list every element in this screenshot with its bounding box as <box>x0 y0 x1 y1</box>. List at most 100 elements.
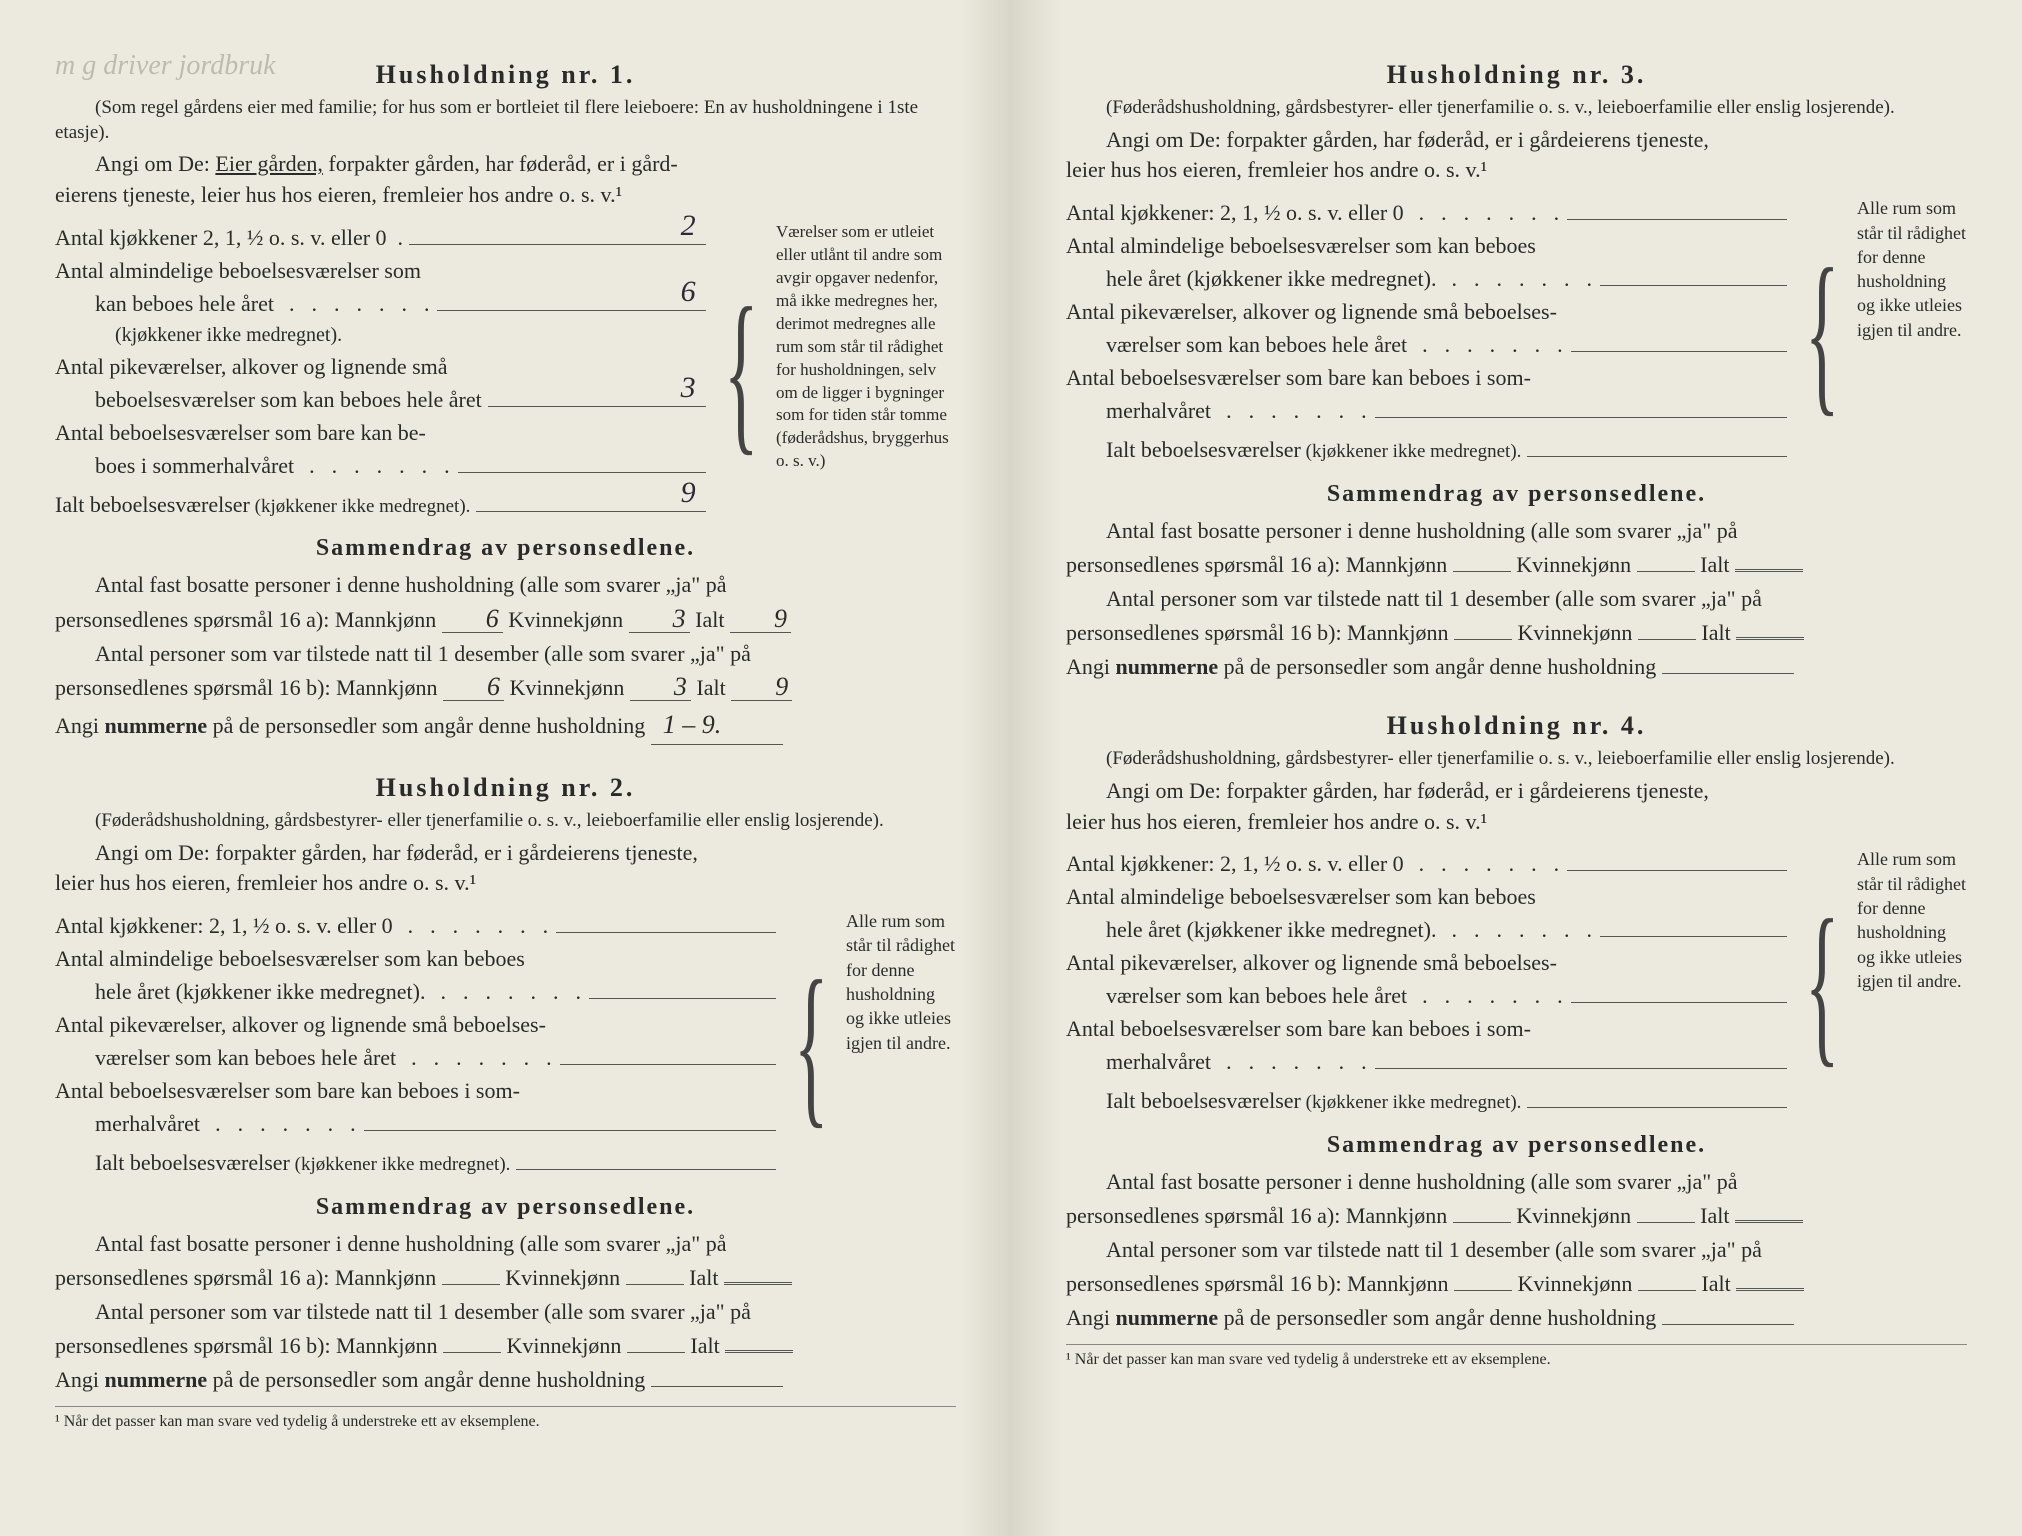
hh3-m1 <box>1453 571 1511 572</box>
hh3-sidenote: Alle rum som står til rådighet for denne… <box>1857 196 1967 342</box>
q-almind1a-label: Antal almindelige beboelsesværelser som <box>55 254 421 287</box>
q-kjokkener-label: Antal kjøkkener 2, 1, ½ o. s. v. eller 0… <box>55 221 403 254</box>
hh2-title: Husholdning nr. 2. <box>55 773 956 803</box>
hh1-s-m2: 6 <box>443 674 504 701</box>
q-sommer1b-label: boes i sommerhalvåret <box>55 449 294 482</box>
s21a: Antal fast bosatte personer i denne hush… <box>95 1231 727 1256</box>
hh1-val-pike: 3 <box>681 365 696 410</box>
s42a: Antal personer som var tilstede natt til… <box>1106 1237 1762 1262</box>
num-pre: Angi <box>55 713 105 738</box>
s-k32: Kvinnekjønn <box>1518 620 1633 645</box>
d3b <box>1436 262 1594 295</box>
d2c <box>396 1041 554 1074</box>
s31b: personsedlenes spørsmål 16 a): Mannkjønn <box>1066 552 1447 577</box>
s41b: personsedlenes spørsmål 16 a): Mannkjønn <box>1066 1203 1447 1228</box>
f4c <box>1571 982 1787 1003</box>
s42b: personsedlenes spørsmål 16 b): Mannkjønn <box>1066 1271 1449 1296</box>
hh2-p1: Angi om De: forpakter gården, har føderå… <box>95 840 698 865</box>
hh4-summary-2: Antal personer som var tilstede natt til… <box>1066 1233 1967 1301</box>
d4a <box>1404 847 1562 880</box>
f3e <box>1527 436 1786 457</box>
s21b: personsedlenes spørsmål 16 a): Mannkjønn <box>55 1265 436 1290</box>
hh2-prompt: Angi om De: forpakter gården, har føderå… <box>55 838 956 900</box>
s-kvinne2: Kvinnekjønn <box>510 675 625 700</box>
d4c <box>1407 979 1565 1012</box>
d2a <box>393 909 551 942</box>
n4p: Angi <box>1066 1305 1116 1330</box>
hh3-nummerne: Angi nummerne på de personsedler som ang… <box>1066 650 1967 683</box>
hh4-k2 <box>1638 1290 1696 1291</box>
hh1-sidenote: Værelser som er utleiet eller utlånt til… <box>776 221 956 473</box>
s-i22: Ialt <box>690 1333 719 1358</box>
d4b <box>1436 913 1594 946</box>
n2s: på de personsedler som angår denne husho… <box>207 1367 645 1392</box>
q4-kjokk: Antal kjøkkener: 2, 1, ½ o. s. v. eller … <box>1066 847 1404 880</box>
s41a: Antal fast bosatte personer i denne hush… <box>1106 1169 1738 1194</box>
f3c <box>1571 331 1787 352</box>
hh2-m2 <box>443 1352 501 1353</box>
hh1-val-almind: 6 <box>681 269 696 314</box>
s2b: personsedlenes spørsmål 16 b): Mannkjønn <box>55 675 438 700</box>
q-sommer1a-label: Antal beboelsesværelser som bare kan be- <box>55 416 426 449</box>
hh4-sidenote: Alle rum som står til rådighet for denne… <box>1857 847 1967 993</box>
q3-pike-b: værelser som kan beboes hele året <box>1066 328 1407 361</box>
left-page: m g driver jordbruk Husholdning nr. 1. (… <box>0 0 1011 1536</box>
hh1-s-k1: 3 <box>629 606 690 633</box>
hh4-subtitle: (Føderådshusholdning, gårdsbestyrer- ell… <box>1066 747 1967 772</box>
q4-ialt-s: (kjøkkener ikke medregnet). <box>1301 1089 1522 1118</box>
dots2 <box>294 449 452 482</box>
q3-kjokk: Antal kjøkkener: 2, 1, ½ o. s. v. eller … <box>1066 196 1404 229</box>
hh2-i1 <box>724 1282 792 1285</box>
q-almind1b-label: kan beboes hele året <box>55 287 274 320</box>
s-k21: Kvinnekjønn <box>505 1265 620 1290</box>
q-pike-fill: 3 <box>488 386 706 407</box>
hh2-p2: leier hus hos eieren, fremleier hos andr… <box>55 870 476 895</box>
d2d <box>200 1107 358 1140</box>
q2-som-b: merhalvåret <box>55 1107 200 1140</box>
hh1-s-m1: 6 <box>442 606 503 633</box>
s-i21: Ialt <box>689 1265 718 1290</box>
f4d <box>1375 1048 1787 1069</box>
n3b: nummerne <box>1116 654 1219 679</box>
q2-pike-a: Antal pikeværelser, alkover og lignende … <box>55 1008 546 1041</box>
household-3: Husholdning nr. 3. (Føderådshusholdning,… <box>1066 60 1967 683</box>
household-4: Husholdning nr. 4. (Føderådshusholdning,… <box>1066 711 1967 1369</box>
hh2-k1 <box>626 1284 684 1285</box>
s-ialt: Ialt <box>695 607 724 632</box>
q2-pike-b: værelser som kan beboes hele året <box>55 1041 396 1074</box>
hh1-summary-title: Sammendrag av personsedlene. <box>55 535 956 562</box>
q2-som-a: Antal beboelsesværelser som bare kan beb… <box>55 1074 520 1107</box>
hh3-summary-title: Sammendrag av personsedlene. <box>1066 481 1967 508</box>
q3-alm-b: hele året (kjøkkener ikke medregnet). <box>1066 262 1436 295</box>
hh1-subtitle: (Som regel gårdens eier med familie; for… <box>55 96 956 145</box>
hh2-nummerne: Angi nummerne på de personsedler som ang… <box>55 1363 956 1396</box>
d3a <box>1404 196 1562 229</box>
hh1-questions: Antal kjøkkener 2, 1, ½ o. s. v. eller 0… <box>55 221 706 522</box>
footnote-right: ¹ Når det passer kan man svare ved tydel… <box>1066 1344 1967 1369</box>
hh3-k1 <box>1637 571 1695 572</box>
q4-alm-b: hele året (kjøkkener ikke medregnet). <box>1066 913 1436 946</box>
q-pike1b-label: beboelsesværelser som kan beboes hele år… <box>55 383 482 416</box>
q3-ialt: Ialt beboelsesværelser <box>1106 433 1301 466</box>
hh1-prompt-c: forpakter gården, har føderåd, er i gård… <box>323 151 678 176</box>
s-k22: Kvinnekjønn <box>507 1333 622 1358</box>
hh3-num-fill <box>1662 673 1794 674</box>
hh4-nummerne: Angi nummerne på de personsedler som ang… <box>1066 1301 1967 1334</box>
hh1-s-i2: 9 <box>731 674 792 701</box>
s22b: personsedlenes spørsmål 16 b): Mannkjønn <box>55 1333 438 1358</box>
hh4-title: Husholdning nr. 4. <box>1066 711 1967 741</box>
hh3-p2: leier hus hos eieren, fremleier hos andr… <box>1066 157 1487 182</box>
brace2-icon: { <box>794 963 829 1125</box>
hh2-summary-title: Sammendrag av personsedlene. <box>55 1194 956 1221</box>
hh3-i1 <box>1735 569 1803 572</box>
hh4-questions: Antal kjøkkener: 2, 1, ½ o. s. v. eller … <box>1066 847 1787 1118</box>
hh4-summary-title: Sammendrag av personsedlene. <box>1066 1132 1967 1159</box>
hh3-subtitle: (Føderådshusholdning, gårdsbestyrer- ell… <box>1066 96 1967 121</box>
s32b: personsedlenes spørsmål 16 b): Mannkjønn <box>1066 620 1449 645</box>
hh4-num-fill <box>1662 1324 1794 1325</box>
s31a: Antal fast bosatte personer i denne hush… <box>1106 518 1738 543</box>
q4-som-a: Antal beboelsesværelser som bare kan beb… <box>1066 1012 1531 1045</box>
footnote-left: ¹ Når det passer kan man svare ved tydel… <box>55 1406 956 1431</box>
f2d <box>364 1110 776 1131</box>
hh4-p2: leier hus hos eieren, fremleier hos andr… <box>1066 809 1487 834</box>
